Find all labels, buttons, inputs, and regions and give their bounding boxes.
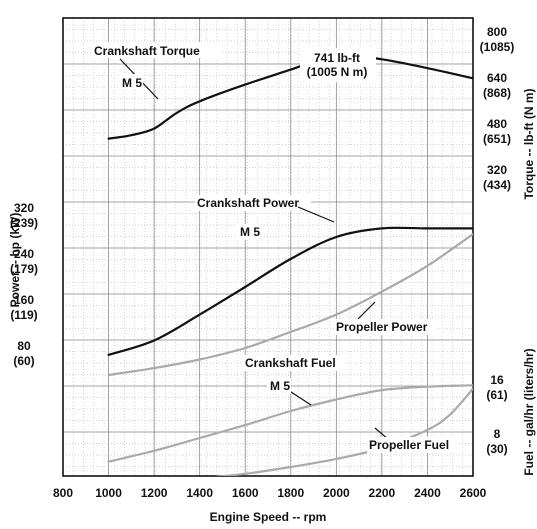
x-tick-label: 2400	[414, 486, 441, 500]
torque-tick-label: 320	[487, 163, 507, 177]
curve-annotations: Crankshaft Torque M 5 741 lb-ft (1005 N …	[92, 42, 459, 453]
x-tick-label: 1600	[232, 486, 259, 500]
fuel-tick-label: 8	[494, 427, 501, 441]
major-grid	[63, 18, 473, 476]
power-tick-sublabel: (239)	[10, 216, 38, 230]
series-layer	[107, 51, 473, 476]
x-tick-label: 800	[53, 486, 73, 500]
series-line-crankshaft-power	[107, 226, 473, 356]
torque-tick-label: 480	[487, 117, 507, 131]
fuel-m5-label: M 5	[270, 379, 290, 393]
torque-tick-sublabel: (651)	[483, 132, 511, 146]
x-tick-labels: 800 1000 1200 1400 1600 1800 2000 2200 2400 2600	[53, 486, 487, 500]
torque-tick-sublabel: (868)	[483, 86, 511, 100]
crankshaft-fuel-label: Crankshaft Fuel	[245, 356, 336, 370]
label-bg	[334, 319, 438, 335]
label-bg	[267, 378, 291, 394]
propeller-power-leader-line	[357, 301, 376, 320]
fuel-leader-line	[287, 389, 312, 406]
peak-torque-label: 741 lb-ft	[314, 51, 360, 65]
x-tick-label: 1200	[141, 486, 168, 500]
power-axis-label: Power -- hp (kW)	[8, 213, 22, 308]
propeller-power-label: Propeller Power	[336, 320, 428, 334]
series-line-crankshaft-fuel	[107, 384, 473, 463]
torque-m5-label: M 5	[122, 76, 142, 90]
power-tick-label: 240	[14, 247, 34, 261]
power-tick-label: 160	[14, 293, 34, 307]
series-line-propeller-fuel	[214, 387, 473, 476]
torque-axis-label: Torque -- lb-ft (N m)	[522, 88, 536, 199]
x-axis-label: Engine Speed -- rpm	[210, 510, 327, 524]
series-line-crankshaft-torque	[107, 53, 473, 140]
x-tick-label: 2000	[323, 486, 350, 500]
x-tick-label: 1000	[95, 486, 122, 500]
crankshaft-power-label: Crankshaft Power	[197, 196, 299, 210]
power-leader-line	[297, 206, 335, 223]
x-tick-label: 1800	[277, 486, 304, 500]
peak-torque-sublabel: (1005 N m)	[307, 65, 368, 79]
torque-tick-label: 800	[487, 25, 507, 39]
torque-tick-sublabel: (434)	[483, 178, 511, 192]
fuel-tick-label: 16	[490, 373, 504, 387]
plot-frame	[62, 17, 474, 477]
label-bg	[300, 48, 376, 82]
fuel-axis-label: Fuel -- gal/hr (liters/hr)	[522, 348, 536, 475]
fuel-tick-sublabel: (30)	[486, 442, 507, 456]
power-m5-label: M 5	[240, 225, 260, 239]
x-tick-label: 1400	[186, 486, 213, 500]
power-tick-label: 80	[17, 339, 31, 353]
crankshaft-torque-label: Crankshaft Torque	[94, 44, 200, 58]
x-tick-label: 2600	[460, 486, 487, 500]
label-bg	[92, 42, 222, 58]
power-tick-sublabel: (119)	[10, 308, 37, 322]
fuel-tick-sublabel: (61)	[486, 388, 507, 402]
label-bg	[119, 74, 143, 90]
label-bg	[195, 195, 311, 211]
y-tick-labels: 800(1085)640(868)480(651)320(434)16(61)8…	[10, 25, 514, 456]
label-bg	[367, 437, 459, 453]
propeller-fuel-label: Propeller Fuel	[369, 438, 449, 452]
x-tick-label: 2200	[369, 486, 396, 500]
label-bg	[243, 355, 347, 371]
torque-tick-sublabel: (1085)	[480, 40, 515, 54]
power-tick-sublabel: (60)	[13, 354, 34, 368]
label-bg	[237, 224, 261, 240]
power-tick-sublabel: (179)	[10, 262, 38, 276]
series-line-propeller-power	[107, 233, 473, 377]
torque-tick-label: 640	[487, 71, 507, 85]
power-tick-label: 320	[14, 201, 34, 215]
